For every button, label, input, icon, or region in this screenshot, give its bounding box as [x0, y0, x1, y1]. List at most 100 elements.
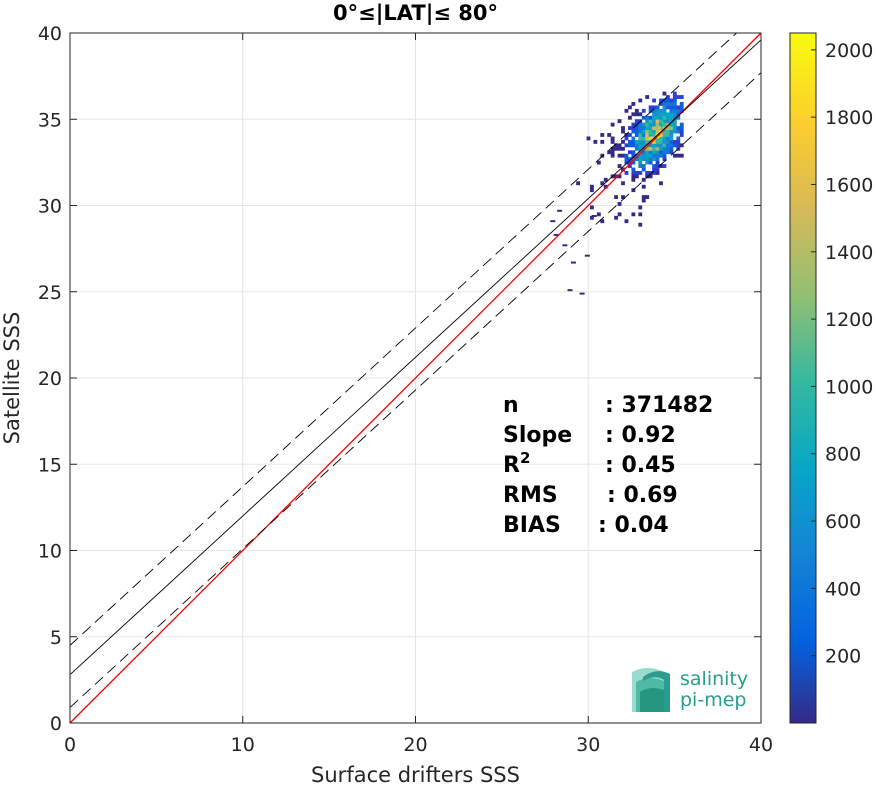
density-cell [672, 115, 677, 120]
density-cell [669, 146, 674, 151]
density-cell [641, 164, 646, 168]
density-cell [672, 95, 677, 99]
density-cell [641, 177, 646, 182]
density-cell [603, 184, 608, 189]
density-cell [610, 146, 615, 151]
density-cell [655, 129, 660, 134]
density-cell [652, 98, 657, 103]
density-cell [662, 98, 667, 103]
density-cell [631, 143, 636, 148]
density-cell [638, 126, 643, 130]
density-cell [659, 126, 663, 130]
colorbar-tick-label: 2000 [825, 40, 873, 62]
line-regression-upper [69, 32, 737, 646]
density-cell [645, 160, 650, 165]
density-cell [676, 136, 681, 141]
x-tick-label: 0 [64, 734, 76, 756]
density-cell [665, 98, 670, 103]
density-cell [665, 139, 670, 144]
density-cell [627, 126, 632, 130]
density-cell [662, 150, 667, 155]
density-cell [655, 115, 660, 120]
density-cell [631, 188, 636, 193]
density-cell [634, 146, 639, 151]
colorbar-tick-label: 1800 [825, 107, 873, 129]
density-cell [669, 115, 674, 120]
density-cell [652, 157, 657, 162]
chart-title: 0°≤|LAT|≤ 80° [333, 1, 498, 26]
density-cell [679, 102, 684, 106]
density-cell [655, 112, 660, 117]
density-cell [652, 150, 657, 155]
density-cell [631, 112, 636, 117]
density-cell [634, 112, 639, 117]
density-cell [634, 119, 639, 124]
density-cell [631, 174, 636, 179]
density-cell [652, 126, 657, 130]
density-cell [659, 98, 663, 103]
density-cell [638, 133, 643, 137]
density-cell [638, 205, 643, 210]
density-cell [648, 133, 653, 137]
density-cell [652, 129, 657, 134]
density-cell [631, 139, 636, 144]
density-cell [641, 126, 646, 130]
x-tick-label: 20 [403, 734, 427, 756]
density-cell [652, 133, 657, 137]
density-cell [638, 160, 643, 165]
density-cell [627, 143, 632, 148]
density-cell [641, 150, 646, 155]
density-cell [631, 177, 636, 182]
density-cell [624, 157, 629, 162]
density-cell [638, 171, 643, 175]
density-cell [665, 143, 670, 148]
density-cell [624, 153, 629, 158]
density-cell [672, 108, 677, 113]
density-cell [648, 122, 653, 127]
x-tick-label: 30 [576, 734, 600, 756]
density-cell [624, 143, 629, 148]
density-cell [638, 222, 643, 227]
density-cell [641, 133, 646, 137]
density-cell [638, 150, 643, 155]
density-cell [665, 115, 670, 120]
density-cell [655, 153, 660, 158]
density-cell [662, 108, 667, 113]
density-cell [648, 174, 653, 179]
density-cell [634, 129, 639, 134]
density-cell [641, 108, 646, 113]
density-cell [665, 133, 670, 137]
density-cell [665, 105, 670, 110]
density-cell [645, 122, 650, 127]
density-cell [645, 119, 650, 124]
density-cell [669, 139, 674, 144]
density-cell [665, 122, 670, 127]
density-cell [676, 112, 681, 117]
density-cell [648, 143, 653, 148]
density-cell [655, 171, 660, 175]
density-cell [641, 184, 646, 189]
density-outlier-cell [550, 220, 556, 223]
logo-text-pi-mep: pi-mep [680, 689, 746, 711]
density-cell [659, 146, 663, 151]
density-cell [652, 115, 657, 120]
x-axis-label: Surface drifters SSS [311, 763, 520, 786]
density-cell [672, 126, 677, 130]
density-cell [641, 129, 646, 134]
density-cell [634, 126, 639, 130]
density-cell [617, 202, 622, 206]
density-cell [659, 133, 663, 137]
density-cell [600, 139, 605, 144]
density-outlier-cell [579, 292, 585, 295]
density-cell [638, 143, 643, 148]
density-cell [669, 119, 674, 124]
density-cell [659, 181, 663, 186]
density-cell [672, 98, 677, 103]
density-cell [624, 133, 629, 137]
density-cell [676, 126, 681, 130]
density-cell [641, 136, 646, 141]
density-cell [614, 215, 619, 220]
density-cell [662, 136, 667, 141]
density-cell [631, 160, 636, 165]
